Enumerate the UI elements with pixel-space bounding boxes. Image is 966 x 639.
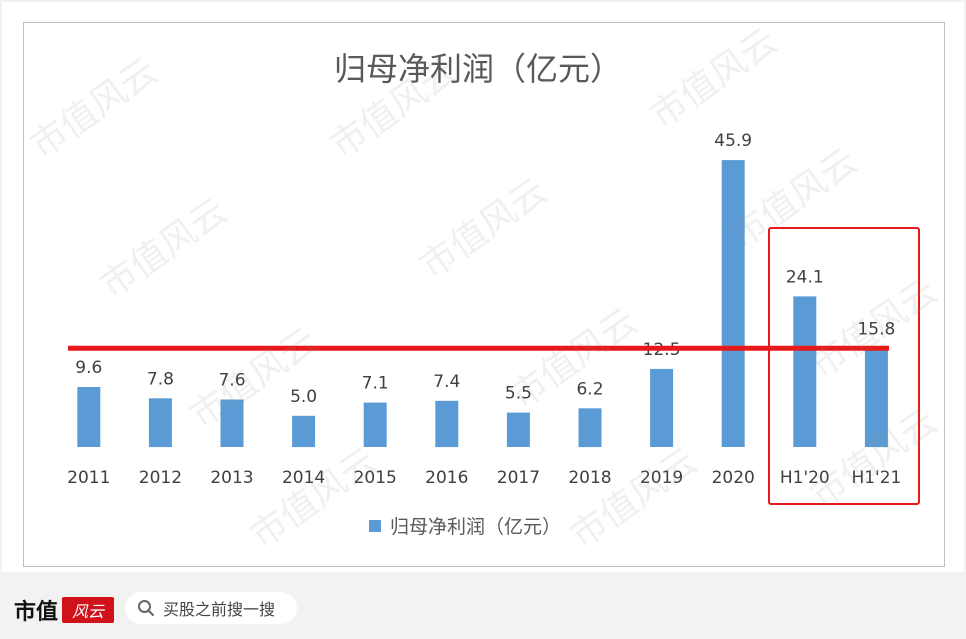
- value-labels-group: 9.67.87.65.07.17.45.56.212.545.924.115.8: [75, 131, 895, 407]
- legend: 归母净利润（亿元）: [369, 516, 561, 538]
- value-label: 5.0: [290, 387, 317, 407]
- value-label: 7.6: [218, 371, 245, 391]
- bar-2016: [435, 400, 459, 448]
- category-label: H1'21: [851, 468, 901, 488]
- category-label: 2012: [139, 468, 182, 488]
- search-bar[interactable]: 买股之前搜一搜: [125, 592, 297, 624]
- category-label: 2013: [210, 468, 253, 488]
- bar-H1'20: [793, 296, 817, 447]
- bar-2018: [578, 408, 602, 448]
- bar-H1'21: [864, 348, 888, 448]
- search-placeholder: 买股之前搜一搜: [163, 600, 276, 619]
- bar-2015: [363, 402, 387, 447]
- category-label: 2015: [354, 468, 397, 488]
- brand-mark-icon: 风云: [62, 597, 115, 623]
- category-label: 2011: [67, 468, 110, 488]
- category-label: 2020: [712, 468, 755, 488]
- bar-2019: [650, 368, 674, 447]
- legend-swatch-icon: [369, 520, 381, 532]
- brand-name: 市值: [14, 599, 59, 625]
- value-label: 45.9: [714, 131, 752, 151]
- category-label: 2017: [497, 468, 540, 488]
- bars-group: [77, 160, 888, 448]
- category-label: 2016: [425, 468, 468, 488]
- category-label: 2019: [640, 468, 683, 488]
- brand-logo[interactable]: 市值 风云: [14, 594, 115, 626]
- value-label: 7.4: [433, 372, 460, 392]
- bar-2012: [148, 398, 172, 448]
- legend-label: 归母净利润（亿元）: [390, 516, 561, 538]
- footer: 市值 风云 买股之前搜一搜: [0, 572, 966, 639]
- bar-2014: [292, 415, 316, 448]
- value-label: 15.8: [857, 319, 895, 339]
- value-label: 7.8: [147, 369, 174, 389]
- chart-frame: [23, 22, 945, 567]
- bar-chart: 归母净利润（亿元） 9.67.87.65.07.17.45.56.212.545…: [67, 50, 920, 538]
- category-label: H1'20: [780, 468, 830, 488]
- value-label: 5.5: [505, 384, 532, 404]
- category-labels-group: 2011 2012 2013 2014 2015 2016 2017 2018 2019 2020…: [67, 468, 901, 488]
- value-label: 6.2: [576, 379, 603, 399]
- bar-2011: [77, 387, 101, 447]
- category-label: 2018: [568, 468, 611, 488]
- bar-2013: [220, 399, 244, 447]
- value-label: 7.1: [362, 374, 389, 394]
- value-label: 24.1: [786, 267, 824, 287]
- chart-panel: 归母净利润（亿元） 9.67.87.65.07.17.45.56.212.545…: [2, 2, 964, 572]
- value-label: 9.6: [75, 358, 102, 378]
- bar-2017: [506, 412, 530, 447]
- chart-title: 归母净利润（亿元）: [334, 50, 622, 88]
- highlight-box: [768, 227, 920, 505]
- bar-2020: [721, 160, 745, 447]
- search-icon: [138, 600, 154, 616]
- category-label: 2014: [282, 468, 325, 488]
